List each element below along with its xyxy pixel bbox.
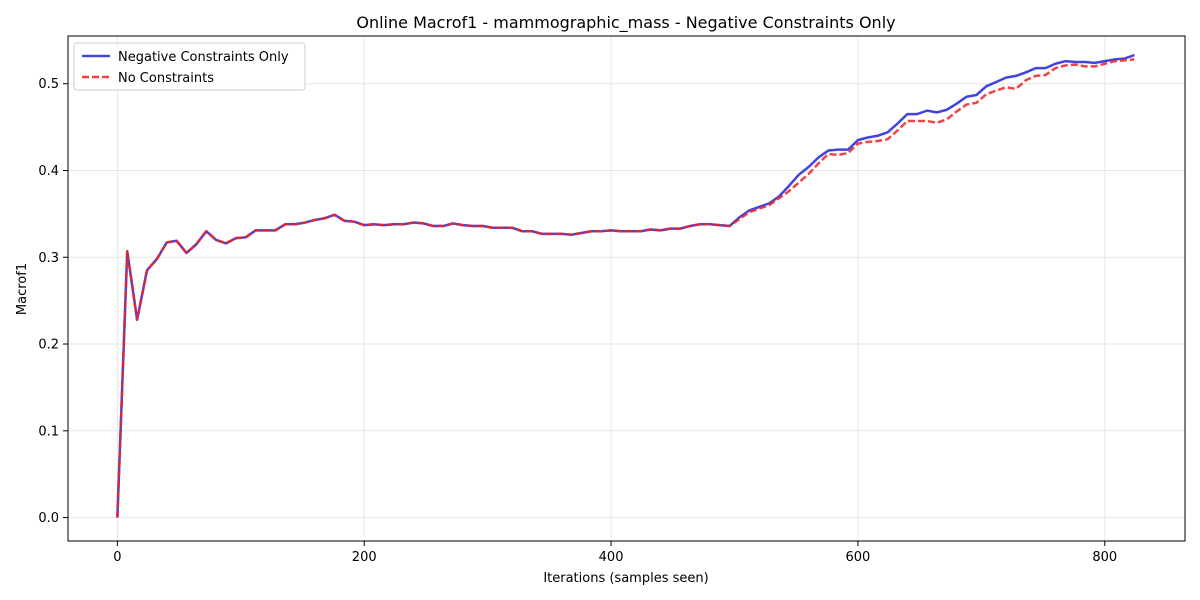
y-axis-ticks: 0.0 0.1 0.2 0.3 0.4 0.5 — [38, 77, 68, 526]
y-axis-label: Macrof1 — [15, 263, 30, 315]
legend: Negative Constraints Only No Constraints — [73, 42, 306, 91]
y-tick-label: 0.0 — [38, 511, 59, 526]
x-axis-label: Iterations (samples seen) — [543, 571, 708, 586]
y-tick-label: 0.3 — [38, 251, 59, 266]
series-line-no-constraints — [116, 58, 1135, 518]
y-tick-label: 0.1 — [38, 424, 59, 439]
chart-title: Online Macrof1 - mammographic_mass - Neg… — [356, 13, 895, 33]
y-tick-label: 0.4 — [38, 164, 59, 179]
x-tick-label: 400 — [599, 550, 624, 565]
x-tick-label: 200 — [352, 550, 377, 565]
series-layer — [116, 53, 1135, 518]
grid-lines — [68, 36, 1185, 541]
y-tick-label: 0.2 — [38, 338, 59, 353]
legend-label-no-constraints: No Constraints — [118, 71, 214, 86]
x-tick-label: 600 — [846, 550, 871, 565]
x-tick-label: 0 — [113, 550, 121, 565]
y-tick-label: 0.5 — [38, 77, 59, 92]
plot-frame — [67, 35, 1186, 542]
legend-label-negative-constraints: Negative Constraints Only — [118, 50, 289, 65]
x-axis-ticks: 0 200 400 600 800 — [113, 541, 1117, 565]
x-tick-label: 800 — [1092, 550, 1117, 565]
legend-box — [73, 42, 306, 91]
